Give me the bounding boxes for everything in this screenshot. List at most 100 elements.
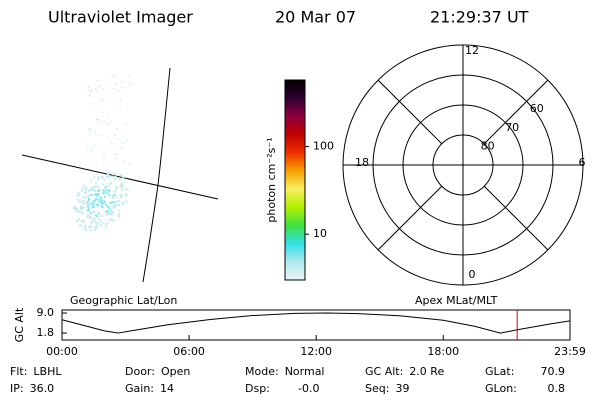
emission-pixel <box>88 225 91 228</box>
emission-pixel <box>81 212 84 215</box>
emission-pixel <box>110 201 113 204</box>
emission-pixel <box>118 213 121 216</box>
emission-pixel <box>107 173 110 176</box>
emission-pixel <box>92 217 95 220</box>
emission-pixel <box>115 185 118 188</box>
emission-pixel <box>83 226 86 229</box>
emission-pixel <box>115 75 117 77</box>
emission-pixel <box>106 209 109 212</box>
emission-pixel <box>89 128 91 130</box>
emission-pixel <box>109 121 112 123</box>
emission-pixel <box>106 114 108 117</box>
emission-pixel <box>106 175 109 178</box>
emission-pixel <box>129 75 131 77</box>
emission-pixel <box>96 80 99 82</box>
info-label: GLon: <box>485 382 517 395</box>
emission-pixel <box>78 217 81 220</box>
title: Ultraviolet Imager <box>48 8 193 27</box>
emission-pixel <box>99 120 102 123</box>
emission-pixel <box>102 222 105 225</box>
emission-pixel <box>73 206 76 209</box>
emission-pixel <box>95 89 98 92</box>
colorbar-tick-label: 10 <box>313 227 327 240</box>
emission-pixel <box>122 142 125 144</box>
info-label: GLat: <box>485 365 514 378</box>
emission-pixel <box>103 191 106 194</box>
emission-pixel <box>86 216 89 219</box>
emission-pixel <box>91 148 93 150</box>
emission-pixel <box>84 189 87 192</box>
emission-pixel <box>104 203 107 206</box>
emission-pixel <box>92 185 95 188</box>
emission-pixel <box>77 192 80 195</box>
emission-pixel <box>76 207 79 210</box>
y-tick-label: 1.8 <box>37 326 55 339</box>
emission-pixel <box>77 199 80 202</box>
emission-pixel <box>92 210 95 213</box>
info-label: Dsp: <box>245 382 270 395</box>
emission-pixel <box>105 213 108 216</box>
emission-pixel <box>91 200 94 203</box>
emission-pixel <box>101 97 103 100</box>
emission-pixel <box>89 211 92 214</box>
info-value: -0.0 <box>298 382 319 395</box>
emission-pixel <box>116 187 119 190</box>
info-value: 70.9 <box>541 365 566 378</box>
emission-pixel <box>106 123 108 125</box>
info-value: 36.0 <box>30 382 55 395</box>
emission-pixel <box>83 186 86 189</box>
emission-pixel <box>93 189 96 192</box>
emission-pixel <box>89 94 91 96</box>
emission-pixel <box>128 163 131 166</box>
emission-pixel <box>107 205 110 208</box>
emission-pixel <box>82 199 85 202</box>
emission-pixel <box>88 89 90 92</box>
emission-pixel <box>114 153 117 156</box>
map-meridian <box>142 67 171 283</box>
emission-pixel <box>117 138 120 141</box>
emission-pixel <box>125 193 128 196</box>
emission-pixel <box>120 87 123 89</box>
emission-pixel <box>89 188 92 191</box>
emission-pixel <box>120 183 123 186</box>
emission-pixel <box>79 207 82 210</box>
emission-pixel <box>105 210 108 213</box>
emission-pixel <box>97 216 100 219</box>
emission-pixel <box>73 207 76 210</box>
emission-pixel <box>94 198 97 201</box>
info-label: Mode: <box>245 365 279 378</box>
polar-r-label: 60 <box>530 102 544 115</box>
emission-pixel <box>107 175 110 178</box>
emission-pixel <box>95 227 98 230</box>
polar-title: Apex MLat/MLT <box>415 294 498 307</box>
emission-pixel <box>114 175 117 178</box>
emission-pixel <box>85 192 88 195</box>
emission-pixel <box>112 207 115 210</box>
emission-pixel <box>100 196 103 199</box>
emission-pixel <box>128 82 131 84</box>
emission-pixel <box>96 204 99 207</box>
emission-pixel <box>89 229 92 232</box>
emission-pixel <box>87 206 90 209</box>
map-parallel <box>21 154 219 200</box>
emission-pixel <box>104 156 106 158</box>
emission-pixel <box>125 194 128 197</box>
emission-pixel <box>82 220 85 223</box>
emission-pixel <box>110 181 113 184</box>
emission-pixel <box>125 122 128 125</box>
info-label: GC Alt: <box>365 365 403 378</box>
emission-pixel <box>101 215 104 218</box>
emission-pixel <box>114 204 117 207</box>
emission-pixel <box>110 175 113 178</box>
emission-pixel <box>90 91 92 93</box>
emission-pixel <box>80 207 83 210</box>
emission-pixel <box>98 218 101 221</box>
emission-pixel <box>95 203 98 206</box>
emission-pixel <box>110 142 113 145</box>
emission-pixel <box>94 200 97 203</box>
emission-pixel <box>124 180 127 183</box>
emission-pixel <box>96 222 99 225</box>
emission-pixel <box>122 177 125 180</box>
info-value: Open <box>161 365 190 378</box>
polar-r-label: 80 <box>481 139 495 152</box>
